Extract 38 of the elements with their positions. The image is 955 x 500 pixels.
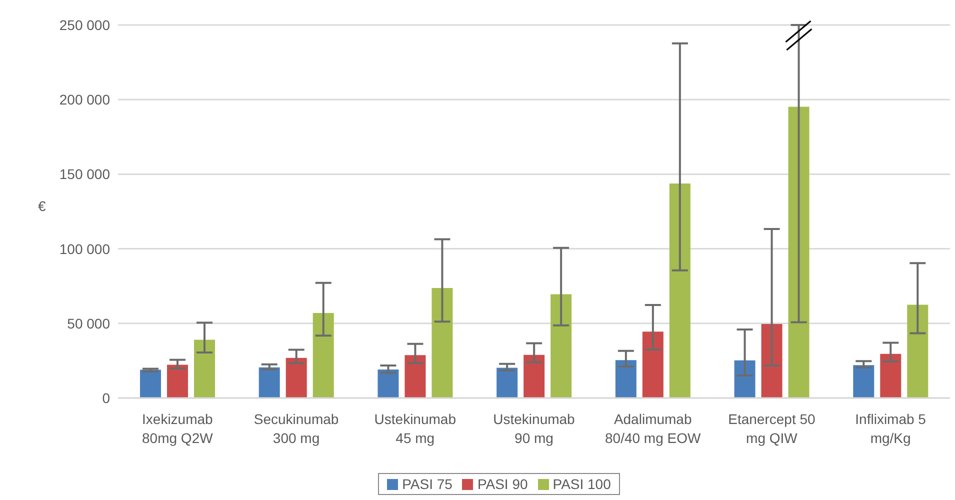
- bar: [312, 312, 334, 398]
- bar: [524, 354, 545, 398]
- y-tick-label: 250 000: [59, 16, 110, 33]
- bar: [378, 370, 399, 398]
- bar: [258, 367, 280, 398]
- bar: [907, 304, 928, 398]
- bar: [853, 365, 874, 398]
- bar: [404, 355, 426, 398]
- bar: [496, 368, 518, 398]
- legend-label: PASI 75: [401, 476, 452, 492]
- bar: [788, 106, 810, 398]
- legend-label: PASI 100: [552, 476, 611, 492]
- bar: [880, 354, 902, 398]
- bar: [615, 360, 636, 398]
- bar: [432, 288, 453, 398]
- bar: [734, 360, 756, 398]
- y-tick-label: 200 000: [59, 92, 110, 108]
- x-tick-label: Ixekizumab 80mg Q2W: [142, 411, 214, 446]
- y-tick-label: 50 000: [67, 315, 110, 332]
- legend-label: PASI 90: [476, 476, 528, 492]
- x-tick-label: Ustekinumab 90 mg: [493, 411, 576, 446]
- bar: [669, 183, 690, 398]
- bar: [761, 324, 782, 398]
- bar: [286, 358, 307, 398]
- x-tick-label: Adalimumab 80/40 mg EOW: [605, 411, 702, 446]
- y-tick-label: 100 000: [59, 240, 110, 257]
- bar: [550, 294, 572, 398]
- x-tick-label: Secukinumab 300 mg: [254, 411, 339, 446]
- bar: [140, 370, 161, 398]
- bar: [167, 364, 188, 398]
- bar: [194, 340, 215, 398]
- y-axis-title: €: [38, 198, 46, 214]
- x-tick-label: Ustekinumab 45 mg: [374, 411, 456, 446]
- x-tick-label: Infliximab 5 mg/Kg: [855, 411, 926, 446]
- bar: [642, 332, 664, 398]
- y-tick-label: 0: [102, 390, 110, 406]
- y-tick-label: 150 000: [59, 166, 110, 182]
- x-tick-label: Etanercept 50 mg QIW: [728, 411, 816, 446]
